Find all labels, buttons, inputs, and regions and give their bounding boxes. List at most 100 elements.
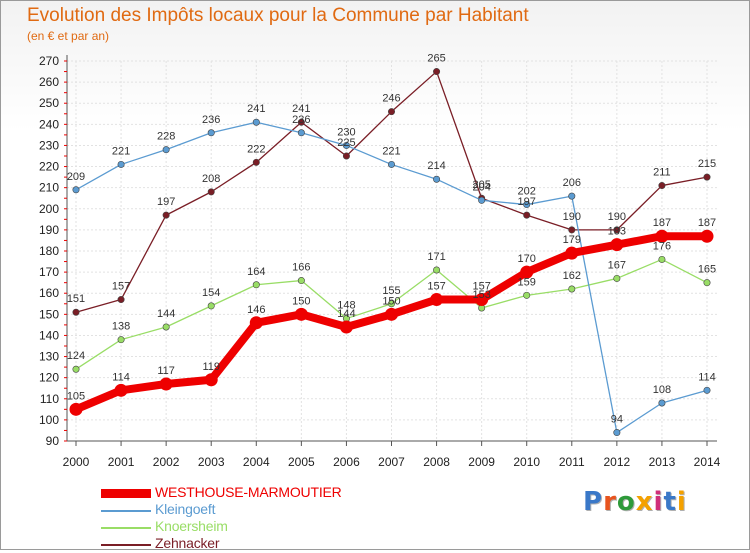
data-label: 246	[382, 93, 400, 105]
data-point	[430, 293, 444, 307]
y-tick-label: 90	[46, 434, 60, 448]
legend-label: Knoersheim	[155, 518, 228, 534]
logo-letter: t	[663, 487, 677, 517]
y-tick-label: 150	[39, 307, 59, 321]
data-label: 209	[67, 171, 85, 183]
data-point	[252, 281, 260, 289]
y-tick-label: 140	[39, 328, 59, 342]
data-point	[658, 255, 666, 263]
data-label: 221	[382, 145, 400, 157]
data-label: 108	[653, 384, 671, 396]
data-label-layer: 105 114 117 119 146 150 144 150 157 157 170 179 183 1…	[67, 53, 716, 426]
data-point	[207, 188, 215, 196]
data-label: 124	[67, 350, 85, 362]
y-tick-label: 240	[39, 117, 59, 131]
data-point	[703, 386, 711, 394]
data-point	[613, 429, 621, 437]
data-point	[162, 323, 170, 331]
data-label: 205	[472, 179, 490, 191]
series-line	[75, 70, 708, 313]
x-tick-label: 2013	[649, 455, 676, 469]
data-label: 208	[202, 173, 220, 185]
data-point	[294, 307, 308, 321]
data-label: 222	[247, 143, 265, 155]
data-label: 162	[563, 270, 581, 282]
x-tick-label: 2008	[423, 455, 450, 469]
data-point	[700, 229, 714, 243]
data-point	[72, 186, 80, 194]
data-label: 204	[472, 181, 490, 193]
data-label: 187	[653, 217, 671, 229]
logo-letter: r	[603, 487, 617, 517]
data-label: 197	[157, 196, 175, 208]
y-tick-label: 170	[39, 265, 59, 279]
y-tick-label: 220	[39, 160, 59, 174]
data-label: 150	[382, 295, 400, 307]
logo-letter: i	[653, 487, 664, 517]
data-point	[69, 402, 83, 416]
data-point	[204, 373, 218, 387]
data-point	[523, 211, 531, 219]
data-label: 183	[608, 226, 626, 238]
x-tick-label: 2006	[333, 455, 360, 469]
data-label: 166	[292, 262, 310, 274]
y-tick-label: 100	[39, 413, 59, 427]
legend-swatch	[101, 510, 151, 512]
chart-subtitle: (en € et par an)	[27, 29, 110, 43]
data-point	[252, 118, 260, 126]
data-label: 164	[247, 266, 265, 278]
data-point	[568, 192, 576, 200]
data-point	[613, 226, 621, 234]
data-point	[520, 265, 534, 279]
x-tick-label: 2003	[198, 455, 225, 469]
data-label: 202	[518, 186, 536, 198]
legend-swatch	[101, 527, 151, 529]
data-label: 150	[292, 295, 310, 307]
data-point	[297, 277, 305, 285]
data-point	[478, 196, 486, 204]
data-point	[342, 141, 350, 149]
legend-swatch	[101, 544, 151, 546]
data-label: 171	[427, 251, 445, 263]
logo-letter: P	[583, 487, 604, 517]
data-label: 241	[247, 103, 265, 115]
legend-label: Zehnacker	[155, 535, 220, 551]
data-point	[297, 129, 305, 137]
data-point	[655, 229, 669, 243]
legend-swatch	[101, 489, 151, 498]
data-point	[114, 383, 128, 397]
data-point	[475, 293, 489, 307]
data-label: 144	[337, 308, 355, 320]
data-label: 190	[563, 211, 581, 223]
data-point	[568, 285, 576, 293]
y-tick-label: 230	[39, 138, 59, 152]
x-tick-label: 2004	[243, 455, 270, 469]
data-label: 230	[337, 126, 355, 138]
y-tick-label: 250	[39, 96, 59, 110]
x-tick-label: 2001	[108, 455, 135, 469]
data-label: 179	[563, 234, 581, 246]
data-label: 138	[112, 321, 130, 333]
data-point	[207, 302, 215, 310]
data-point	[433, 175, 441, 183]
data-point	[433, 68, 441, 76]
logo-letter: x	[635, 487, 654, 517]
data-label: 187	[698, 217, 716, 229]
data-point	[433, 266, 441, 274]
data-point	[610, 238, 624, 252]
y-tick-label: 160	[39, 286, 59, 300]
logo-letter: o	[616, 487, 636, 517]
x-tick-label: 2010	[513, 455, 540, 469]
data-label: 165	[698, 264, 716, 276]
data-point	[249, 316, 263, 330]
proxiti-logo: Proxiti	[583, 487, 687, 517]
data-point	[613, 274, 621, 282]
data-label: 176	[653, 240, 671, 252]
data-label: 114	[112, 371, 130, 383]
data-point	[387, 108, 395, 116]
data-label: 236	[292, 114, 310, 126]
x-tick-label: 2009	[468, 455, 495, 469]
y-tick-label: 270	[39, 54, 59, 68]
data-label: 117	[157, 365, 175, 377]
